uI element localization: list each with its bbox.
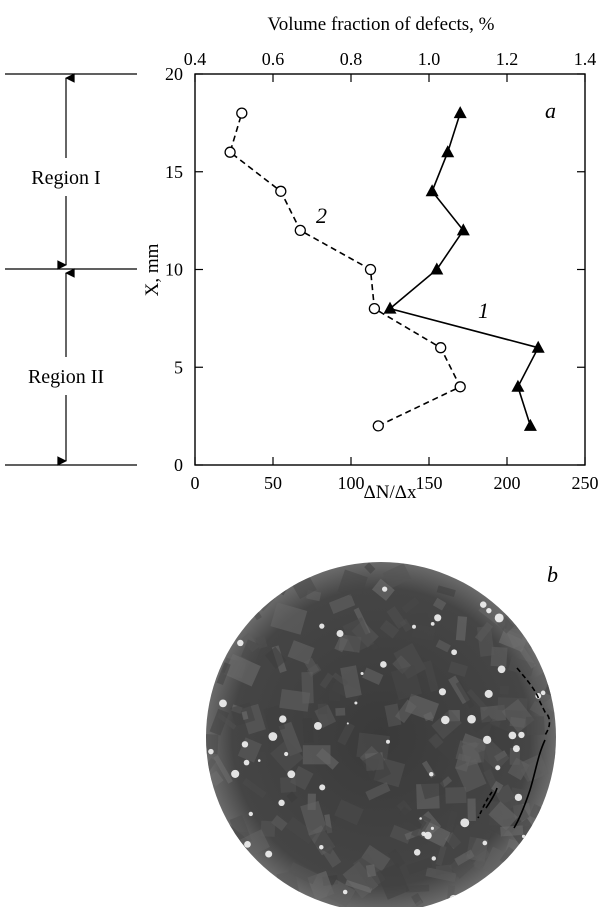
top-tick-label-2: 0.8 xyxy=(340,49,363,69)
panel-label-b: b xyxy=(547,562,558,587)
region-ii-label: Region II xyxy=(28,366,104,388)
point-s2-0 xyxy=(372,420,384,432)
top-tick-label-3: 1.0 xyxy=(418,49,441,69)
bottom-tick-label-5: 250 xyxy=(572,473,599,493)
point-s2-4 xyxy=(364,263,377,276)
left-axis-label: X, mm xyxy=(142,243,163,296)
top-axis-label: Volume fraction of defects, % xyxy=(267,14,494,35)
top-tick-label-0: 0.4 xyxy=(184,49,207,69)
region-i-label: Region I xyxy=(31,167,100,189)
point-s2-8 xyxy=(236,107,248,119)
point-s2-1 xyxy=(454,381,466,393)
series-label-1: 1 xyxy=(478,298,489,323)
bottom-tick-label-1: 50 xyxy=(264,473,282,493)
point-s2-5 xyxy=(294,224,306,237)
series-line-1 xyxy=(388,112,540,427)
left-tick-label-1: 5 xyxy=(174,357,183,377)
bottom-axis-label: ΔN/Δx xyxy=(364,482,417,503)
series-markers xyxy=(224,106,545,432)
point-s2-2 xyxy=(435,342,447,354)
top-tick-label-5: 1.4 xyxy=(574,49,597,69)
bottom-tick-label-4: 200 xyxy=(494,473,521,493)
point-s1-1 xyxy=(511,379,525,392)
top-tick-label-1: 0.6 xyxy=(262,49,285,69)
bottom-tick-label-0: 0 xyxy=(191,473,200,493)
point-s2-3 xyxy=(368,302,381,315)
series-line-2 xyxy=(229,112,462,427)
crack-lines xyxy=(477,667,551,829)
point-s1-0 xyxy=(523,418,537,431)
series-label-2: 2 xyxy=(316,203,327,228)
point-s1-3 xyxy=(383,301,397,314)
axis-ticks: 0 50 100 150 200 250 0.4 0.6 0.8 1.0 1.2 1.4 0 5 10 15 2… xyxy=(165,49,599,493)
point-s1-2 xyxy=(531,340,545,353)
plot-frame xyxy=(194,73,586,466)
circular-micrograph-disc xyxy=(206,562,556,907)
left-tick-label-0: 0 xyxy=(174,455,183,475)
panel-label-a: a xyxy=(545,98,556,123)
point-s1-6 xyxy=(425,184,439,197)
point-s2-7 xyxy=(224,146,236,158)
bottom-tick-label-2: 100 xyxy=(338,473,365,493)
point-s1-5 xyxy=(456,223,470,236)
point-s1-7 xyxy=(441,145,455,158)
bottom-tick-label-3: 150 xyxy=(416,473,443,493)
left-tick-label-3: 15 xyxy=(165,162,183,182)
region-annotations: Region I Region II xyxy=(5,73,137,466)
top-tick-label-4: 1.2 xyxy=(496,49,519,69)
series-lines xyxy=(229,112,540,427)
left-tick-label-4: 20 xyxy=(165,64,183,84)
point-s2-6 xyxy=(275,185,287,197)
point-s1-4 xyxy=(430,262,444,275)
point-s1-8 xyxy=(453,106,467,119)
left-tick-label-2: 10 xyxy=(165,260,183,280)
